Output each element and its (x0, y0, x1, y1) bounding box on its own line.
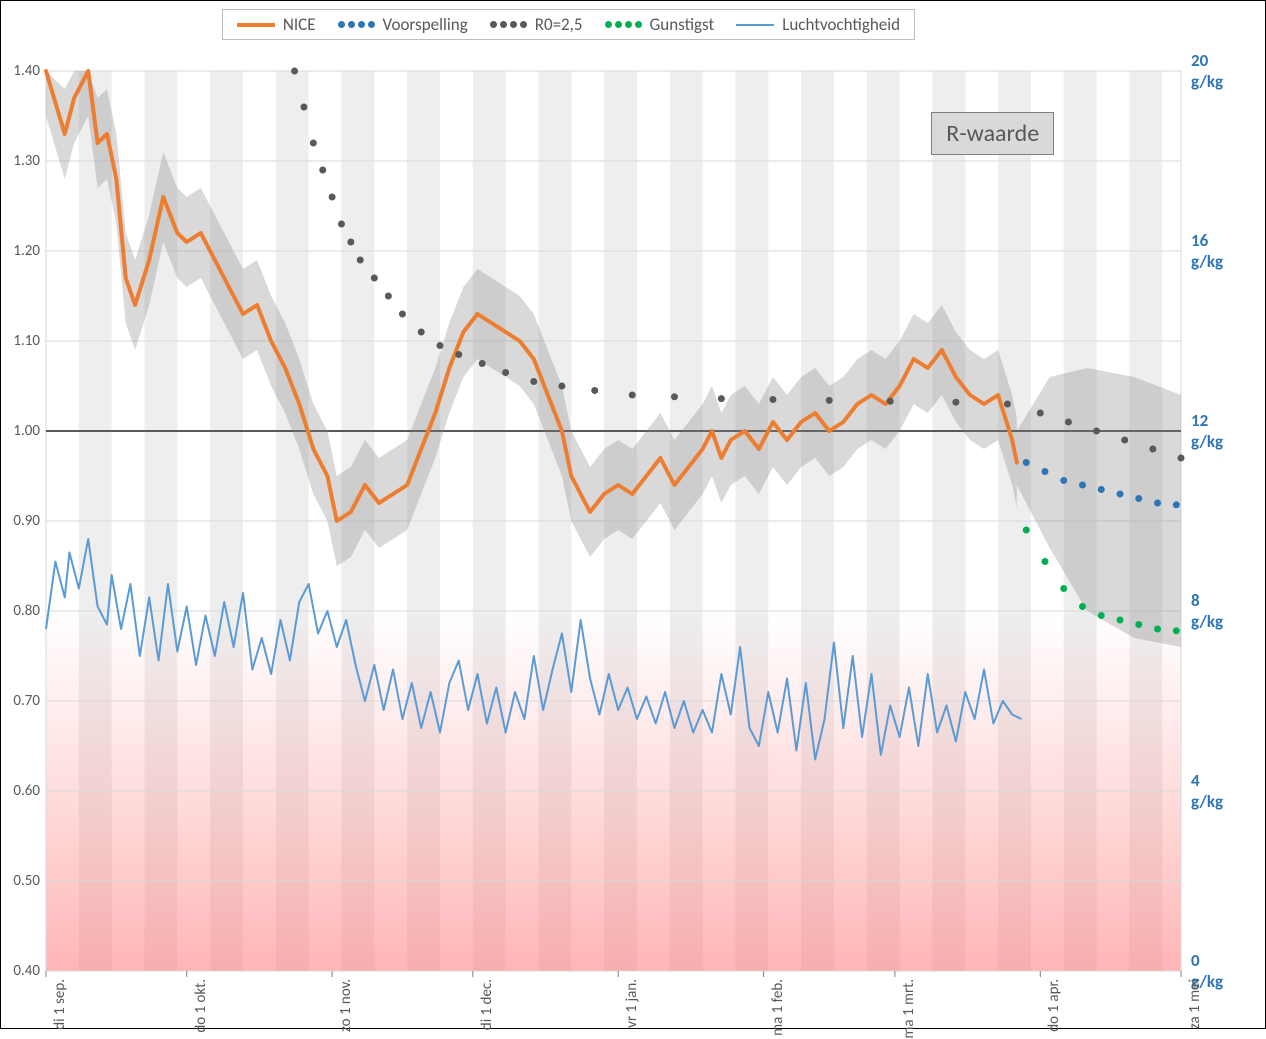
y-left-tick: 1.00 (13, 422, 40, 440)
legend-item-r0: R0=2,5 (490, 14, 583, 35)
y-left-tick: 0.60 (13, 782, 40, 800)
r0-dot (436, 342, 443, 349)
gunstigst-dot (1173, 627, 1180, 634)
y-left-tick: 1.30 (13, 152, 40, 170)
legend-item-nice: NICE (237, 14, 316, 35)
r0-dot (479, 360, 486, 367)
legend-label: NICE (283, 14, 316, 35)
r0-dot (291, 68, 298, 75)
plot-area: 0.400.500.600.700.800.901.001.101.201.30… (46, 71, 1181, 971)
voorspelling-dot (1079, 482, 1086, 489)
r0-dot (371, 275, 378, 282)
r0-dot (300, 104, 307, 111)
r0-dot (329, 194, 336, 201)
y-right-tick: 8 g/kg (1191, 590, 1223, 632)
voorspelling-dot (1023, 459, 1030, 466)
y-left-tick: 1.10 (13, 332, 40, 350)
r0-dot (357, 257, 364, 264)
r0-dot (1093, 428, 1100, 435)
r0-dot (502, 369, 509, 376)
y-left-tick: 0.80 (13, 602, 40, 620)
voorspelling-dot (1154, 500, 1161, 507)
legend-item-hum: Luchtvochtigheid (736, 14, 900, 35)
gunstigst-dot (1023, 527, 1030, 534)
legend-swatch (605, 21, 642, 28)
y-left-tick: 0.40 (13, 962, 40, 980)
r0-dot (591, 387, 598, 394)
legend-label: R0=2,5 (535, 14, 583, 35)
legend-swatch (490, 21, 527, 28)
r0-dot (1178, 455, 1185, 462)
gunstigst-dot (1154, 626, 1161, 633)
y-left-tick: 1.40 (13, 62, 40, 80)
voorspelling-dot (1098, 486, 1105, 493)
r0-dot (718, 395, 725, 402)
chart-root: 0.40 0.50 0.60 0.70 0.80 0.90 1.00 1.10 1.20 1.30… (0, 0, 1266, 1029)
x-tick: do 1 apr. (1045, 979, 1063, 1032)
y-right-tick: 20 g/kg (1191, 50, 1223, 92)
x-tick: do 1 okt. (192, 979, 210, 1033)
legend-label: Gunstigst (650, 14, 715, 35)
legend-item-gun: Gunstigst (605, 14, 715, 35)
r0-dot (671, 393, 678, 400)
x-tick: zo 1 nov. (337, 979, 355, 1032)
x-tick: za 1 mei (1186, 979, 1204, 1029)
voorspelling-dot (1117, 491, 1124, 498)
r0-dot (418, 329, 425, 336)
r0-dot (887, 398, 894, 405)
y-right-tick: 16 g/kg (1191, 230, 1223, 272)
r0-dot (769, 396, 776, 403)
gunstigst-dot (1135, 621, 1142, 628)
r0-dot (952, 399, 959, 406)
voorspelling-dot (1173, 501, 1180, 508)
y-left-tick: 0.90 (13, 512, 40, 530)
r0-dot (1065, 419, 1072, 426)
x-tick: ma 1 mrt. (900, 979, 918, 1039)
voorspelling-dot (1060, 477, 1067, 484)
voorspelling-dot (1135, 495, 1142, 502)
r0-dot (558, 383, 565, 390)
r0-dot (399, 311, 406, 318)
gunstigst-dot (1060, 585, 1067, 592)
legend-swatch (237, 23, 275, 27)
legend-label: Luchtvochtigheid (782, 14, 900, 35)
x-tick: vr 1 jan. (623, 979, 641, 1028)
y-right-tick: 4 g/kg (1191, 770, 1223, 812)
legend-swatch (338, 21, 375, 28)
r0-dot (338, 221, 345, 228)
legend: NICE Voorspelling R0=2,5 Gunstigst Luchtvoch… (222, 9, 915, 40)
r0-dot (319, 167, 326, 174)
gunstigst-dot (1098, 612, 1105, 619)
r0-dot (629, 392, 636, 399)
r0-dot (1037, 410, 1044, 417)
legend-swatch (736, 24, 774, 26)
plot-svg (46, 71, 1181, 971)
y-left-tick: 1.20 (13, 242, 40, 260)
x-tick: di 1 sep. (51, 979, 69, 1030)
r0-dot (1121, 437, 1128, 444)
gunstigst-dot (1041, 558, 1048, 565)
legend-item-voor: Voorspelling (338, 14, 468, 35)
x-tick: ma 1 feb. (769, 979, 787, 1036)
gunstigst-dot (1079, 603, 1086, 610)
r0-dot (455, 351, 462, 358)
legend-label: Voorspelling (383, 14, 468, 35)
chart-title-box: R-waarde (931, 112, 1054, 155)
voorspelling-dot (1041, 468, 1048, 475)
gunstigst-dot (1117, 617, 1124, 624)
r0-dot (347, 239, 354, 246)
r0-dot (1149, 446, 1156, 453)
y-right-tick: 12 g/kg (1191, 410, 1223, 452)
r0-dot (310, 140, 317, 147)
x-tick: di 1 dec. (478, 979, 496, 1030)
r0-dot (1004, 401, 1011, 408)
y-left-tick: 0.70 (13, 692, 40, 710)
chart-title-text: R-waarde (946, 119, 1039, 148)
r0-dot (530, 378, 537, 385)
y-left-tick: 0.50 (13, 872, 40, 890)
r0-dot (385, 293, 392, 300)
r0-dot (826, 397, 833, 404)
